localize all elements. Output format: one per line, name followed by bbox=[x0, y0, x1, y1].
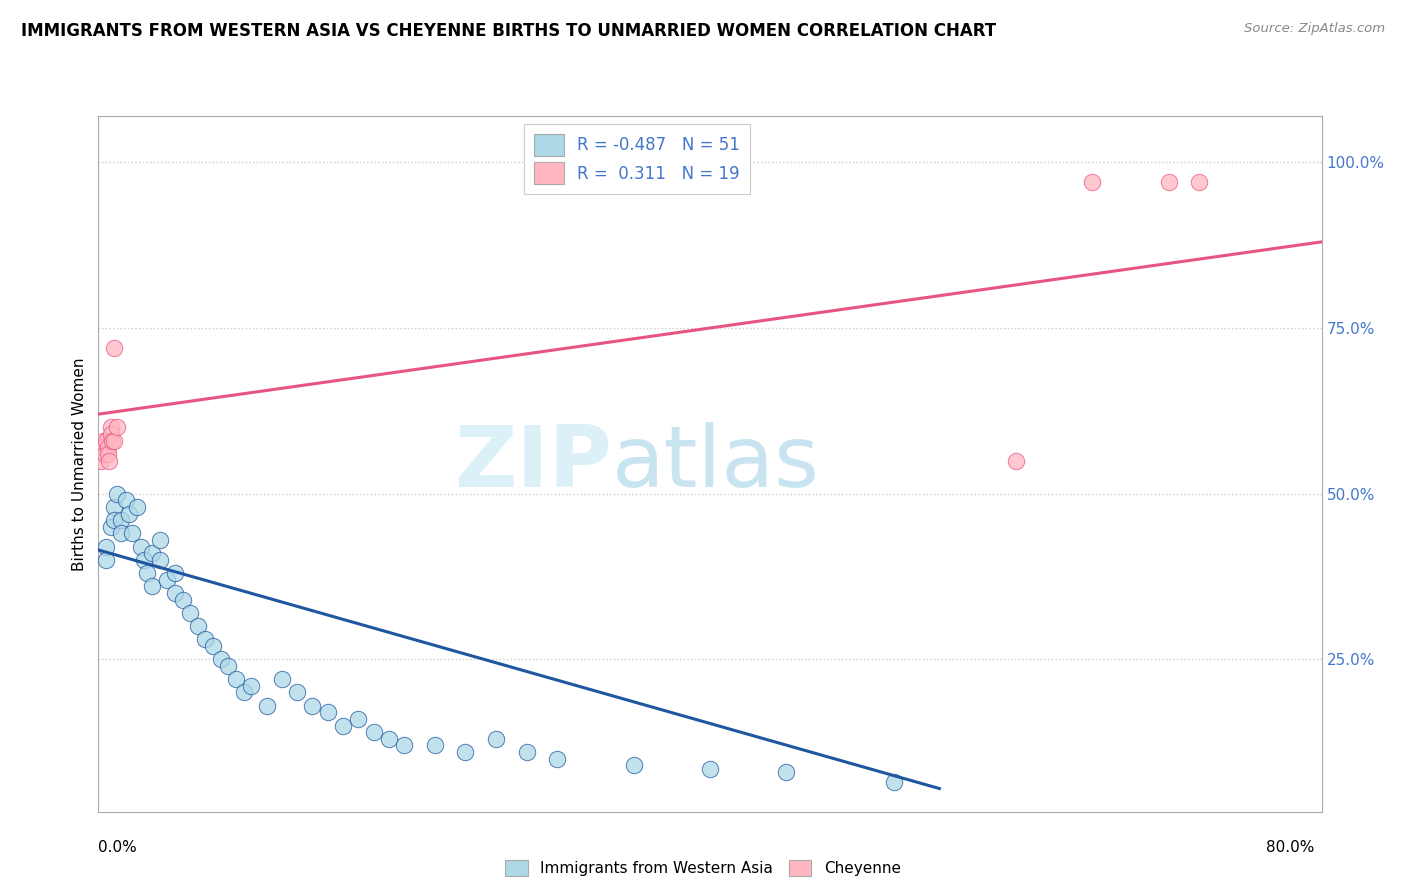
Point bbox=[118, 507, 141, 521]
Point bbox=[179, 606, 201, 620]
Point bbox=[100, 520, 122, 534]
Point bbox=[94, 434, 117, 448]
Point bbox=[100, 427, 122, 442]
Point bbox=[110, 526, 132, 541]
Text: ZIP: ZIP bbox=[454, 422, 612, 506]
Point bbox=[194, 632, 217, 647]
Point bbox=[115, 493, 138, 508]
Point bbox=[91, 440, 114, 454]
Legend: R = -0.487   N = 51, R =  0.311   N = 19: R = -0.487 N = 51, R = 0.311 N = 19 bbox=[523, 124, 749, 194]
Point bbox=[100, 420, 122, 434]
Point bbox=[149, 553, 172, 567]
Point bbox=[546, 752, 568, 766]
Point bbox=[225, 672, 247, 686]
Point bbox=[209, 652, 232, 666]
Point bbox=[883, 775, 905, 789]
Point bbox=[141, 546, 163, 560]
Text: Source: ZipAtlas.com: Source: ZipAtlas.com bbox=[1244, 22, 1385, 36]
Point bbox=[121, 526, 143, 541]
Point bbox=[103, 500, 125, 514]
Point bbox=[285, 685, 308, 699]
Point bbox=[105, 486, 128, 500]
Point bbox=[1081, 175, 1104, 189]
Point bbox=[163, 566, 186, 581]
Point bbox=[623, 758, 645, 772]
Point bbox=[172, 592, 194, 607]
Point bbox=[163, 586, 186, 600]
Point bbox=[91, 434, 114, 448]
Point bbox=[301, 698, 323, 713]
Point bbox=[270, 672, 292, 686]
Point bbox=[316, 706, 339, 720]
Point bbox=[90, 440, 112, 454]
Point bbox=[240, 679, 263, 693]
Text: 0.0%: 0.0% bbox=[98, 840, 138, 855]
Point bbox=[97, 447, 120, 461]
Point bbox=[101, 434, 124, 448]
Point bbox=[97, 440, 120, 454]
Point bbox=[775, 764, 797, 779]
Point bbox=[1004, 453, 1026, 467]
Point bbox=[454, 745, 477, 759]
Y-axis label: Births to Unmarried Women: Births to Unmarried Women bbox=[72, 357, 87, 571]
Point bbox=[94, 540, 117, 554]
Point bbox=[256, 698, 278, 713]
Point bbox=[94, 553, 117, 567]
Point bbox=[103, 513, 125, 527]
Point bbox=[125, 500, 148, 514]
Point bbox=[1188, 175, 1211, 189]
Point bbox=[93, 447, 115, 461]
Point bbox=[110, 513, 132, 527]
Point bbox=[232, 685, 254, 699]
Point bbox=[105, 420, 128, 434]
Point bbox=[332, 718, 354, 732]
Point bbox=[98, 453, 121, 467]
Text: 80.0%: 80.0% bbox=[1267, 840, 1315, 855]
Text: atlas: atlas bbox=[612, 422, 820, 506]
Point bbox=[141, 579, 163, 593]
Point bbox=[392, 739, 416, 753]
Point bbox=[1157, 175, 1180, 189]
Point bbox=[202, 639, 225, 653]
Point bbox=[149, 533, 172, 547]
Point bbox=[485, 731, 508, 746]
Point bbox=[103, 434, 125, 448]
Text: IMMIGRANTS FROM WESTERN ASIA VS CHEYENNE BIRTHS TO UNMARRIED WOMEN CORRELATION C: IMMIGRANTS FROM WESTERN ASIA VS CHEYENNE… bbox=[21, 22, 997, 40]
Point bbox=[423, 739, 446, 753]
Point bbox=[378, 731, 401, 746]
Legend: Immigrants from Western Asia, Cheyenne: Immigrants from Western Asia, Cheyenne bbox=[499, 855, 907, 882]
Point bbox=[136, 566, 159, 581]
Point bbox=[347, 712, 370, 726]
Point bbox=[90, 453, 112, 467]
Point bbox=[699, 762, 721, 776]
Point bbox=[516, 745, 538, 759]
Point bbox=[217, 659, 239, 673]
Point bbox=[129, 540, 152, 554]
Point bbox=[187, 619, 209, 633]
Point bbox=[363, 725, 385, 739]
Point bbox=[134, 553, 156, 567]
Point bbox=[156, 573, 179, 587]
Point bbox=[103, 341, 125, 355]
